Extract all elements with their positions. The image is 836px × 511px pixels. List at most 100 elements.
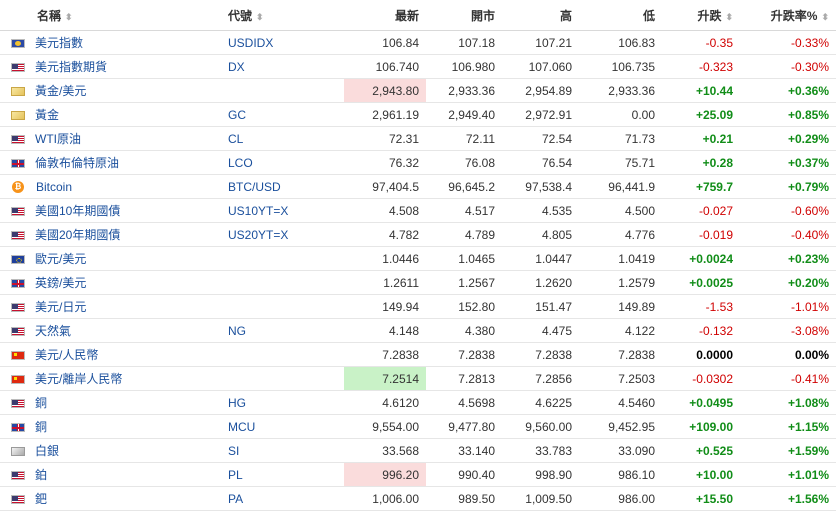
- low-price-cell: 7.2838: [579, 342, 662, 367]
- table-row[interactable]: 美元/日元 149.94 152.80 151.47 149.89 -1.53 -1.01%: [0, 294, 836, 319]
- change-pct-cell: -1.01%: [740, 294, 836, 319]
- table-row[interactable]: 銅 MCU 9,554.00 9,477.80 9,560.00 9,452.95 +109…: [0, 414, 836, 439]
- table-row[interactable]: 英鎊/美元 1.2611 1.2567 1.2620 1.2579 +0.0025 +0.2…: [0, 270, 836, 295]
- instrument-name-link[interactable]: 英鎊/美元: [35, 276, 87, 290]
- instrument-code-link[interactable]: HG: [228, 395, 246, 410]
- table-row[interactable]: 鈀 PA 1,006.00 989.50 1,009.50 986.00 +15.50 +1.…: [0, 486, 836, 511]
- sort-arrows-icon: ⬍: [256, 11, 264, 22]
- instrument-name-link[interactable]: 美元/離岸人民幣: [35, 372, 123, 386]
- instrument-name-link[interactable]: 美國10年期國債: [35, 204, 121, 218]
- instrument-code-link[interactable]: PL: [228, 467, 243, 482]
- name-cell: 美元指數: [0, 30, 228, 55]
- table-row[interactable]: 美元指數期貨 DX 106.740 106.980 107.060 106.735 -0.3…: [0, 54, 836, 79]
- high-price-cell: 4.6225: [502, 390, 579, 415]
- instrument-name-link[interactable]: 美元指數期貨: [35, 60, 108, 74]
- header-change-pct[interactable]: 升跌率% ⬍: [740, 0, 836, 31]
- open-price-cell: 33.140: [426, 438, 502, 463]
- header-last[interactable]: 最新: [344, 0, 426, 31]
- code-cell: USDIDX: [228, 30, 344, 55]
- table-row[interactable]: 天然氣 NG 4.148 4.380 4.475 4.122 -0.132 -3.08%: [0, 318, 836, 343]
- low-price-cell: 986.00: [579, 486, 662, 511]
- high-price-cell: 107.060: [502, 54, 579, 79]
- instrument-name-link[interactable]: 白銀: [35, 444, 60, 458]
- change-pct-cell: +0.29%: [740, 126, 836, 151]
- instrument-code-link[interactable]: USDIDX: [228, 35, 274, 50]
- name-cell: WTI原油: [0, 126, 228, 151]
- table-row[interactable]: 白銀 SI 33.568 33.140 33.783 33.090 +0.525 +1.59%: [0, 438, 836, 463]
- instrument-name-link[interactable]: 倫敦布倫特原油: [35, 156, 120, 170]
- instrument-code-link[interactable]: GC: [228, 107, 246, 122]
- table-row[interactable]: 美元/人民幣 7.2838 7.2838 7.2838 7.2838 0.0000 0.00…: [0, 342, 836, 367]
- table-row[interactable]: 銅 HG 4.6120 4.5698 4.6225 4.5460 +0.0495 +1.08%: [0, 390, 836, 415]
- table-row[interactable]: 黃金/美元 2,943.80 2,933.36 2,954.89 2,933.36 +10…: [0, 78, 836, 103]
- table-row[interactable]: 倫敦布倫特原油 LCO 76.32 76.08 76.54 75.71 +0.28 +0.37…: [0, 150, 836, 175]
- low-price-cell: 75.71: [579, 150, 662, 175]
- header-high[interactable]: 高: [502, 0, 579, 31]
- low-price-cell: 71.73: [579, 126, 662, 151]
- last-price-cell: 4.6120: [344, 390, 426, 415]
- open-price-cell: 72.11: [426, 126, 502, 151]
- instrument-code-link[interactable]: LCO: [228, 155, 253, 170]
- low-price-cell: 4.122: [579, 318, 662, 343]
- instrument-name-link[interactable]: 黃金: [35, 108, 60, 122]
- instrument-name-link[interactable]: 銅: [35, 396, 48, 410]
- code-cell: LCO: [228, 150, 344, 175]
- change-pct-cell: +0.37%: [740, 150, 836, 175]
- header-name[interactable]: 名稱 ⬍: [0, 0, 228, 31]
- instrument-code-link[interactable]: CL: [228, 131, 244, 146]
- instrument-name-link[interactable]: 黃金/美元: [35, 84, 87, 98]
- name-cell: 英鎊/美元: [0, 270, 228, 295]
- instrument-name-link[interactable]: 美元/人民幣: [35, 348, 99, 362]
- low-price-cell: 4.500: [579, 198, 662, 223]
- high-price-cell: 4.475: [502, 318, 579, 343]
- open-price-cell: 2,949.40: [426, 102, 502, 127]
- instrument-code-link[interactable]: NG: [228, 323, 246, 338]
- table-row[interactable]: 美國10年期國債 US10YT=X 4.508 4.517 4.535 4.500 -0.0…: [0, 198, 836, 223]
- high-price-cell: 7.2838: [502, 342, 579, 367]
- uk-flag-icon: [11, 279, 25, 289]
- table-row[interactable]: WTI原油 CL 72.31 72.11 72.54 71.73 +0.21 +0.29%: [0, 126, 836, 151]
- cn-flag-icon: [11, 375, 25, 385]
- instrument-name-link[interactable]: 歐元/美元: [35, 252, 87, 266]
- instrument-name-link[interactable]: 鈀: [35, 492, 48, 506]
- open-price-cell: 4.5698: [426, 390, 502, 415]
- btc-flag-icon: ₿: [12, 181, 24, 194]
- us-flag-icon: [11, 231, 25, 241]
- change-pct-cell: +0.79%: [740, 174, 836, 199]
- instrument-name-link[interactable]: 銅: [35, 420, 48, 434]
- header-change[interactable]: 升跌 ⬍: [662, 0, 740, 31]
- last-price-cell: 149.94: [344, 294, 426, 319]
- us-flag-icon: [11, 471, 25, 481]
- table-row[interactable]: 黃金 GC 2,961.19 2,949.40 2,972.91 0.00 +25.09 +0…: [0, 102, 836, 127]
- instrument-name-link[interactable]: 天然氣: [35, 324, 72, 338]
- instrument-code-link[interactable]: PA: [228, 491, 244, 506]
- table-row[interactable]: ₿ Bitcoin BTC/USD 97,404.5 96,645.2 97,538.4 9…: [0, 174, 836, 199]
- table-row[interactable]: 美元/離岸人民幣 7.2514 7.2813 7.2856 7.2503 -0.0302-…: [0, 366, 836, 391]
- open-price-cell: 107.18: [426, 30, 502, 55]
- instrument-code-link[interactable]: US20YT=X: [228, 227, 289, 242]
- instrument-code-link[interactable]: DX: [228, 59, 245, 74]
- instrument-name-link[interactable]: 美國20年期國債: [35, 228, 121, 242]
- instrument-code-link[interactable]: US10YT=X: [228, 203, 289, 218]
- table-row[interactable]: 鉑 PL 996.20 990.40 998.90 986.10 +10.00 +1.01%: [0, 462, 836, 487]
- header-open[interactable]: 開市: [426, 0, 502, 31]
- code-cell: [228, 342, 344, 367]
- high-price-cell: 72.54: [502, 126, 579, 151]
- table-row[interactable]: 美元指數 USDIDX 106.84 107.18 107.21 106.83 -0.35-…: [0, 30, 836, 55]
- instrument-name-link[interactable]: WTI原油: [35, 132, 81, 146]
- header-low[interactable]: 低: [579, 0, 662, 31]
- instrument-code-link[interactable]: BTC/USD: [228, 179, 281, 194]
- table-row[interactable]: 美國20年期國債 US20YT=X 4.782 4.789 4.805 4.776 -0.0…: [0, 222, 836, 247]
- usdidx-flag-icon: [11, 39, 25, 49]
- code-cell: [228, 246, 344, 271]
- instrument-name-link[interactable]: 美元指數: [35, 36, 84, 50]
- instrument-name-link[interactable]: 鉑: [35, 468, 48, 482]
- table-row[interactable]: 歐元/美元 1.0446 1.0465 1.0447 1.0419 +0.0024 +0.2…: [0, 246, 836, 271]
- last-price-cell: 106.84: [344, 30, 426, 55]
- instrument-name-link[interactable]: 美元/日元: [35, 300, 87, 314]
- instrument-name-link[interactable]: Bitcoin: [36, 179, 73, 194]
- instrument-code-link[interactable]: MCU: [228, 419, 256, 434]
- gold-flag-icon: [11, 87, 25, 97]
- header-code[interactable]: 代號 ⬍: [228, 0, 344, 31]
- instrument-code-link[interactable]: SI: [228, 443, 240, 458]
